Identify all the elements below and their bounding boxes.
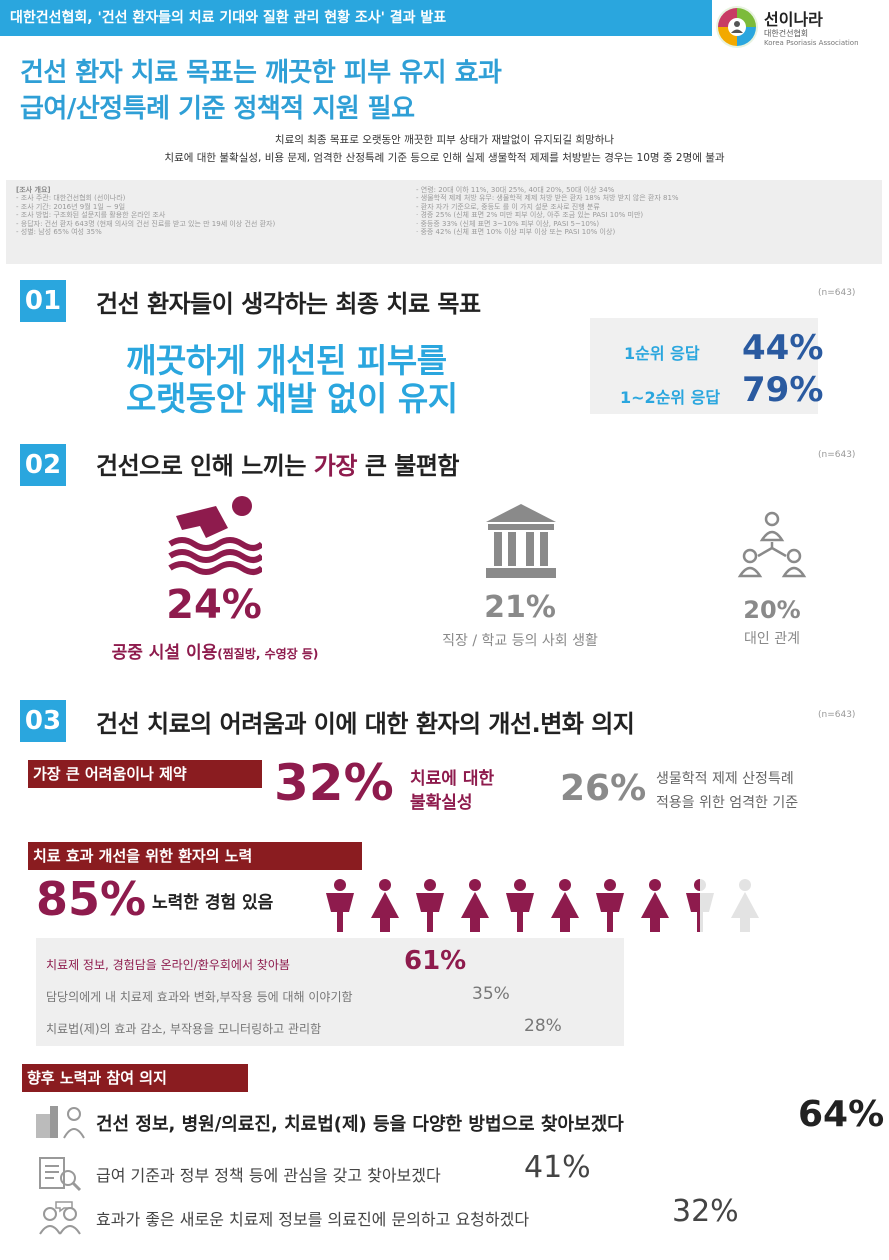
person-icon [506, 879, 534, 932]
headline-line2: 급여/산정특례 기준 정책적 지원 필요 [20, 94, 415, 124]
person-icon [731, 879, 759, 932]
effort-item-text: 담당의에게 내 치료제 효과와 변화,부작용 등에 대해 이야기함 [46, 990, 353, 1004]
section-title-03: 건선 치료의 어려움과 이에 대한 환자의 개선.변화 의지 [96, 710, 635, 738]
discomfort2-label: 직장 / 학교 등의 사회 생활 [442, 633, 598, 649]
person-icon [371, 879, 399, 932]
discomfort3-percent: 20% [743, 596, 801, 624]
overview-item: - 조사 기간: 2016년 9월 1일 ~ 9일 [16, 202, 126, 211]
sample-size-03: (n=643) [818, 710, 856, 720]
section-number-01: 01 [20, 280, 66, 322]
effort-item-value: 28% [524, 1016, 562, 1036]
difficulty1-percent: 32% [274, 754, 394, 812]
association-logo: 선이나라 대한건선협회 Korea Psoriasis Association [714, 2, 886, 52]
person-icon [461, 879, 489, 932]
person-icon [686, 879, 714, 932]
rank12-value: 79% [742, 370, 824, 410]
difficulty2-percent: 26% [560, 768, 647, 809]
overview-item: - 생물학적 제제 처방 유무: 생물학적 제제 처방 받은 환자 18% 처방… [416, 194, 679, 203]
sample-size-01: (n=643) [818, 288, 856, 298]
section-number-03: 03 [20, 700, 66, 742]
effort-label-bar: 치료 효과 개선을 위한 환자의 노력 [28, 842, 362, 870]
future-item-value: 32% [672, 1194, 739, 1229]
difficulty1-line2: 불확실성 [410, 793, 473, 813]
overview-item: - 성별: 남성 65% 여성 35% [16, 228, 102, 237]
logo-name: 선이나라 [764, 10, 823, 29]
future-item-value: 41% [524, 1150, 591, 1185]
intro-line2: 치료에 대한 불확실성, 비용 문제, 엄격한 산정특례 기준 등으로 인해 실… [164, 152, 725, 164]
intro-line1: 치료의 최종 목표로 오랫동안 깨끗한 피부 상태가 재발없이 유지되길 희망하… [274, 134, 615, 146]
header-bar: 대한건선협회, '건선 환자들의 치료 기대와 질환 관리 현황 조사' 결과 … [0, 0, 712, 36]
overview-item: - 조사 방법: 구조화된 설문지를 활용한 온라인 조사 [16, 211, 166, 220]
rank1-label: 1순위 응답 [624, 344, 700, 363]
future-label-bar: 향후 노력과 참여 의지 [22, 1064, 248, 1092]
title-post: 큰 불편함 [356, 452, 460, 480]
overview-item: - 조사 주관: 대한건선협회 (선이나라) [16, 194, 126, 203]
sample-size-02: (n=643) [818, 450, 856, 460]
discomfort1-label: 공중 시설 이용(찜질방, 수영장 등) [60, 638, 370, 663]
consultation-icon [39, 1201, 81, 1235]
people-pictogram [322, 878, 770, 938]
overview-item: · 중등증 33% (신체 표면 3~10% 피부 이상, PASI 5~10%… [416, 219, 600, 228]
overview-item: · 중증 42% (신체 표면 10% 이상 피부 이상 또는 PASI 10%… [416, 228, 616, 237]
title-pre: 건선으로 인해 느끼는 [96, 452, 314, 480]
discomfort1-label-note: (찜질방, 수영장 등) [217, 647, 319, 661]
difficulty2-line2: 적용을 위한 엄격한 기준 [656, 795, 799, 811]
overview-item: - 환자 자가 기준으로, 중등도 를 이 가지 설문 조사로 진행 분류 [416, 202, 600, 211]
swimmer-icon [168, 496, 262, 575]
section-title-01: 건선 환자들이 생각하는 최종 치료 목표 [96, 290, 481, 318]
people-network-icon [737, 511, 807, 578]
discomfort3-label: 대인 관계 [744, 631, 800, 647]
discomfort1-label-main: 공중 시설 이용 [111, 643, 218, 663]
person-icon [596, 879, 624, 932]
goal-line1: 깨끗하게 개선된 피부를 [126, 341, 447, 380]
overview-item: - 응답자: 건선 환자 643명 (현재 의사의 건선 진료를 받고 있는 만… [16, 219, 276, 228]
section-number-02: 02 [20, 444, 66, 486]
document-search-icon [39, 1157, 82, 1192]
overview-item: - 연령: 20대 이하 11%, 30대 25%, 40대 20%, 50대 … [416, 186, 615, 194]
ranking-box: 1순위 응답 44% 1~2순위 응답 79% [590, 318, 823, 414]
effort-breakdown: 치료제 정보, 경험담을 온라인/환우회에서 찾아봄 61% 담당의에게 내 치… [36, 938, 624, 1046]
person-icon [416, 879, 444, 932]
person-icon [326, 879, 354, 932]
headline-line1: 건선 환자 치료 목표는 깨끗한 피부 유지 효과 [20, 58, 502, 88]
person-icon [641, 879, 669, 932]
effort-item-value: 35% [472, 984, 510, 1004]
difficulty1-line1: 치료에 대한 [410, 769, 495, 789]
rank12-label: 1~2순위 응답 [620, 388, 721, 407]
discomfort1-percent: 24% [166, 582, 262, 628]
hospital-doctor-icon [36, 1106, 85, 1139]
overview-heading: [조사 개요] [16, 186, 51, 194]
logo-subtitle-en: Korea Psoriasis Association [764, 39, 859, 47]
goal-line2: 오랫동안 재발 없이 유지 [126, 379, 458, 418]
overview-right: - 연령: 20대 이하 11%, 30대 25%, 40대 20%, 50대 … [416, 186, 679, 236]
rank1-value: 44% [742, 328, 824, 368]
difficulty2-line1: 생물학적 제제 산정특례 [656, 771, 794, 787]
overview-item: · 경증 25% (신체 표면 2% 미만 피부 이상, 아주 조금 있는 PA… [416, 211, 644, 220]
effort-item-value: 61% [404, 946, 467, 976]
effort-percent: 85% [36, 872, 147, 926]
future-item-value: 64% [798, 1094, 885, 1135]
section-title-02: 건선으로 인해 느끼는 가장 큰 불편함 [96, 446, 460, 481]
overview-left: [조사 개요] - 조사 주관: 대한건선협회 (선이나라) - 조사 기간: … [16, 186, 275, 236]
effort-item-text: 치료법(제)의 효과 감소, 부작용을 모니터링하고 관리함 [46, 1022, 322, 1036]
title-accent: 가장 [313, 452, 358, 480]
person-icon [551, 879, 579, 932]
psoriasis-logo-icon [716, 6, 758, 48]
discomfort2-percent: 21% [484, 590, 556, 625]
building-icon [486, 504, 556, 578]
effort-item-text: 치료제 정보, 경험담을 온라인/환우회에서 찾아봄 [46, 958, 290, 972]
future-item-text: 건선 정보, 병원/의료진, 치료법(제) 등을 다양한 방법으로 찾아보겠다 [96, 1114, 624, 1135]
difficulty-label-bar: 가장 큰 어려움이나 제약 [28, 760, 262, 788]
effort-text: 노력한 경험 있음 [152, 893, 274, 913]
future-item-text: 급여 기준과 정부 정책 등에 관심을 갖고 찾아보겠다 [96, 1166, 441, 1185]
logo-subtitle-ko: 대한건선협회 [764, 29, 809, 38]
future-item-text: 효과가 좋은 새로운 치료제 정보를 의료진에 문의하고 요청하겠다 [96, 1210, 530, 1229]
survey-overview: [조사 개요] - 조사 주관: 대한건선협회 (선이나라) - 조사 기간: … [6, 180, 882, 264]
